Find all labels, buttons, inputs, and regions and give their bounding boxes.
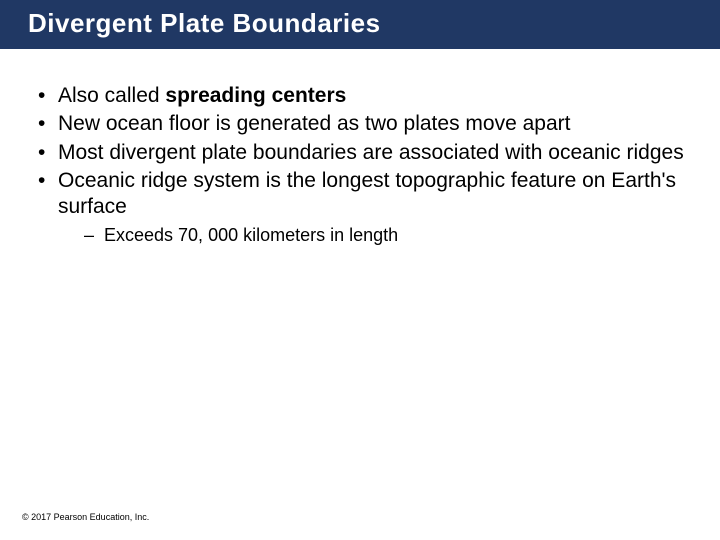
copyright-footer: © 2017 Pearson Education, Inc. [22, 512, 149, 522]
title-bar: Divergent Plate Boundaries [0, 0, 720, 49]
bullet-item: Also called spreading centers [34, 83, 686, 109]
content-area: Also called spreading centers New ocean … [0, 49, 720, 248]
bullet-text: Most divergent plate boundaries are asso… [58, 141, 684, 164]
bullet-list: Also called spreading centers New ocean … [34, 83, 686, 248]
sub-bullet-item: Exceeds 70, 000 kilometers in length [58, 224, 686, 247]
bullet-item: Most divergent plate boundaries are asso… [34, 140, 686, 166]
slide-title: Divergent Plate Boundaries [28, 8, 381, 38]
bullet-text: Oceanic ridge system is the longest topo… [58, 169, 676, 218]
sub-bullet-text: Exceeds 70, 000 kilometers in length [104, 225, 398, 245]
bullet-text-prefix: Also called [58, 84, 165, 107]
bullet-item: Oceanic ridge system is the longest topo… [34, 168, 686, 248]
bullet-text: New ocean floor is generated as two plat… [58, 112, 570, 135]
copyright-text: © 2017 Pearson Education, Inc. [22, 512, 149, 522]
bullet-text-bold: spreading centers [165, 84, 346, 107]
sub-bullet-list: Exceeds 70, 000 kilometers in length [58, 224, 686, 247]
bullet-item: New ocean floor is generated as two plat… [34, 111, 686, 137]
